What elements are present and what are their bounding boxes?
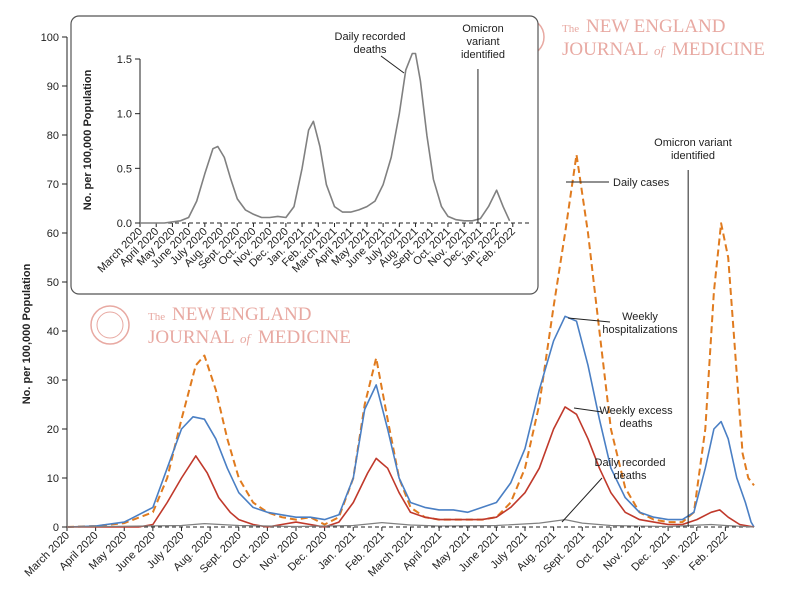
main-annotation-text: hospitalizations [602, 324, 678, 336]
svg-text:MEDICINE: MEDICINE [672, 39, 765, 60]
main-series-daily-recorded-deaths [66, 519, 755, 528]
main-annotation-text: Daily cases [613, 177, 670, 189]
inset-annotation-text: Omicron [462, 23, 504, 35]
svg-text:MEDICINE: MEDICINE [258, 327, 351, 348]
inset-annotation-text: deaths [353, 44, 387, 56]
svg-text:JOURNAL: JOURNAL [562, 39, 649, 60]
inset-annotation-leader [380, 55, 405, 74]
inset-plot-area [140, 52, 511, 224]
main-annotation-text: Weekly [622, 311, 658, 323]
main-annotation-leader [561, 477, 603, 523]
main-annotation-text: identified [671, 150, 715, 162]
inset-y-tick-label: 0.5 [117, 163, 132, 175]
svg-text:NEW ENGLAND: NEW ENGLAND [172, 304, 312, 325]
inset-y-tick-label: 1.0 [117, 109, 132, 121]
svg-text:JOURNAL: JOURNAL [148, 327, 235, 348]
inset-y-axis-label: No. per 100,000 Population [82, 69, 94, 210]
main-y-tick-label: 100 [41, 32, 59, 44]
main-annotation-leader [573, 407, 603, 413]
main-plot-area [66, 153, 755, 528]
inset-y-tick-label: 1.5 [117, 54, 132, 66]
main-y-tick-label: 30 [47, 375, 59, 387]
main-y-axis-label: No. per 100,000 Population [21, 263, 33, 404]
main-series-weekly-hospitalizations [66, 315, 755, 528]
inset-annotation-text: variant [466, 36, 499, 48]
svg-text:of: of [654, 43, 667, 58]
main-y-tick-label: 80 [47, 130, 59, 142]
main-y-tick-label: 40 [47, 326, 59, 338]
nejm-watermark-top: The NEW ENGLAND JOURNAL of MEDICINE [505, 16, 765, 60]
nejm-watermark-middle: The NEW ENGLAND JOURNAL of MEDICINE [90, 304, 351, 348]
main-y-tick-label: 20 [47, 424, 59, 436]
svg-text:The: The [148, 311, 165, 323]
main-y-tick-label: 10 [47, 473, 59, 485]
main-annotation-text: Weekly excess [599, 405, 673, 417]
main-annotation-text: Daily recorded [595, 457, 666, 469]
main-annotation-text: deaths [619, 418, 653, 430]
inset-y-tick-label: 0.0 [117, 218, 132, 230]
main-annotation-text: Omicron variant [654, 137, 732, 149]
main-annotation-leader [567, 317, 611, 323]
inset-series-daily-recorded-deaths [140, 52, 511, 224]
svg-text:of: of [240, 331, 253, 346]
main-y-tick-label: 50 [47, 277, 59, 289]
main-series-daily-cases [66, 153, 755, 528]
main-y-tick-label: 60 [47, 228, 59, 240]
main-series-weekly-excess-deaths [67, 406, 755, 528]
inset-annotation-text: identified [461, 49, 505, 61]
inset-annotation-text: Daily recorded [335, 31, 406, 43]
main-annotation-text: deaths [613, 470, 647, 482]
main-y-tick-label: 70 [47, 179, 59, 191]
svg-text:The: The [562, 23, 579, 35]
main-y-tick-label: 90 [47, 81, 59, 93]
svg-text:NEW ENGLAND: NEW ENGLAND [586, 16, 726, 37]
main-y-tick-label: 0 [53, 522, 59, 534]
